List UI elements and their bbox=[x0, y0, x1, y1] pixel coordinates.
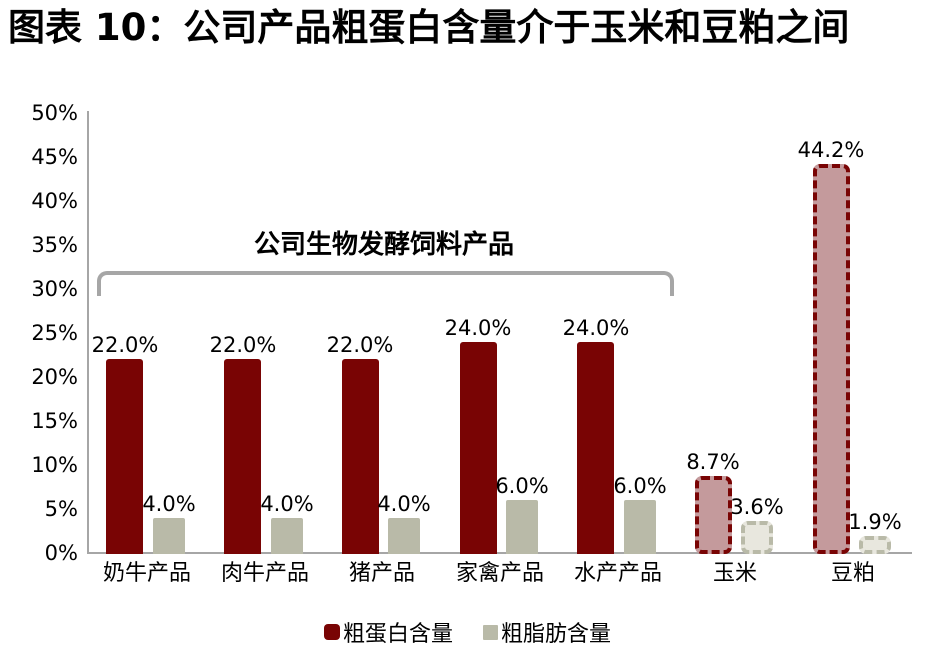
y-axis-line bbox=[87, 111, 89, 553]
bar-crude-protein bbox=[106, 359, 143, 554]
bar-crude-fat bbox=[741, 521, 773, 554]
x-category-label: 水产产品 bbox=[573, 561, 662, 586]
bar-value-label: 8.7% bbox=[686, 450, 740, 474]
x-category-label: 玉米 bbox=[712, 561, 757, 586]
bar-crude-protein bbox=[342, 359, 379, 554]
bar-crude-fat bbox=[624, 500, 656, 554]
bar-crude-fat bbox=[153, 518, 185, 554]
bar-value-label: 22.0% bbox=[326, 333, 394, 357]
legend-label: 粗脂肪含量 bbox=[501, 622, 612, 647]
bar-crude-protein bbox=[460, 342, 497, 554]
bar-crude-fat bbox=[859, 536, 891, 554]
legend-marker-crude-protein bbox=[323, 624, 340, 640]
bar-crude-protein bbox=[695, 476, 732, 554]
bar-crude-protein bbox=[813, 164, 850, 554]
bar-crude-protein bbox=[577, 342, 614, 554]
x-category-label: 肉牛产品 bbox=[220, 561, 309, 586]
legend-marker-crude-fat bbox=[483, 624, 498, 640]
legend: 粗蛋白含量 粗脂肪含量 bbox=[0, 617, 935, 647]
y-tick-label: 10% bbox=[31, 453, 78, 477]
bar-value-label: 1.9% bbox=[848, 510, 902, 534]
bar-value-label: 24.0% bbox=[444, 316, 512, 340]
y-tick-label: 25% bbox=[31, 321, 78, 345]
annotation-label: 公司生物发酵饲料产品 bbox=[253, 230, 514, 260]
legend-item: 粗蛋白含量 bbox=[323, 616, 453, 648]
y-tick-label: 30% bbox=[31, 277, 78, 301]
bar-value-label: 4.0% bbox=[142, 492, 196, 516]
y-tick-label: 40% bbox=[31, 189, 78, 213]
legend-item: 粗脂肪含量 bbox=[483, 616, 611, 648]
y-tick-label: 45% bbox=[31, 145, 78, 169]
legend-label: 粗蛋白含量 bbox=[342, 622, 453, 647]
bar-value-label: 4.0% bbox=[377, 492, 431, 516]
bar-value-label: 6.0% bbox=[495, 474, 549, 498]
bar-value-label: 22.0% bbox=[209, 333, 277, 357]
bar-crude-fat bbox=[271, 518, 303, 554]
bar-crude-protein bbox=[224, 359, 261, 554]
x-category-label: 猪产品 bbox=[348, 561, 415, 586]
bar-crude-fat bbox=[506, 500, 538, 554]
bar-value-label: 44.2% bbox=[797, 138, 865, 162]
bar-crude-fat bbox=[388, 518, 420, 554]
bar-value-label: 6.0% bbox=[613, 474, 667, 498]
x-category-label: 豆粕 bbox=[830, 561, 875, 586]
y-tick-label: 15% bbox=[31, 409, 78, 433]
figure-title: 图表 10：公司产品粗蛋白含量介于玉米和豆粕之间 bbox=[8, 6, 850, 49]
annotation-bracket bbox=[97, 271, 674, 296]
bar-value-label: 4.0% bbox=[260, 492, 314, 516]
y-tick-label: 0% bbox=[44, 541, 78, 565]
y-tick-label: 35% bbox=[31, 233, 78, 257]
y-tick-label: 50% bbox=[31, 101, 78, 125]
y-tick-label: 20% bbox=[31, 365, 78, 389]
bar-value-label: 24.0% bbox=[562, 316, 630, 340]
x-axis-line bbox=[87, 552, 912, 554]
y-tick-label: 5% bbox=[44, 497, 78, 521]
bar-value-label: 3.6% bbox=[730, 495, 784, 519]
bar-value-label: 22.0% bbox=[91, 333, 159, 357]
x-category-label: 家禽产品 bbox=[455, 561, 544, 586]
x-category-label: 奶牛产品 bbox=[102, 561, 191, 586]
